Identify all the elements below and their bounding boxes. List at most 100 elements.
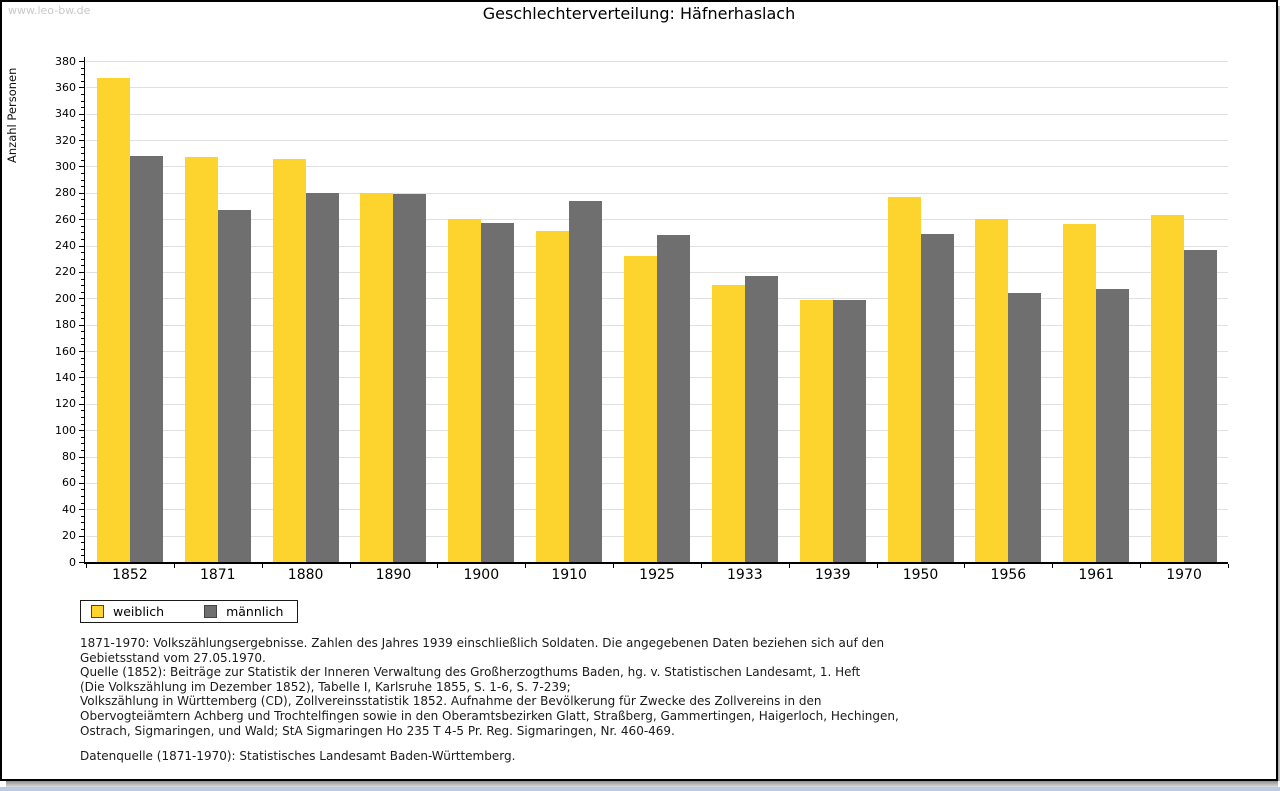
y-major-tick xyxy=(79,377,85,379)
y-major-tick xyxy=(79,509,85,511)
x-tick-label: 1950 xyxy=(902,567,939,583)
bar-männlich-1939 xyxy=(832,299,866,562)
y-major-tick xyxy=(79,535,85,537)
footnote-line: Gebietsstand vom 27.05.1970. xyxy=(80,650,266,665)
x-tick-label: 1910 xyxy=(551,567,587,583)
y-major-tick xyxy=(79,482,85,484)
datasource-line: Datenquelle (1871-1970): Statistisches L… xyxy=(80,749,516,764)
y-tick-label: 380 xyxy=(55,54,76,68)
y-major-tick xyxy=(79,430,85,432)
bar-weiblich-1933 xyxy=(711,285,745,562)
y-minor-tick xyxy=(81,364,85,366)
y-minor-tick xyxy=(81,80,85,82)
y-minor-tick xyxy=(81,206,85,208)
y-axis-label: Anzahl Personen xyxy=(5,67,19,164)
y-tick-label: 120 xyxy=(55,397,76,411)
footnote-line: Ostrach, Sigmaringen, und Wald; StA Sigm… xyxy=(80,723,675,738)
y-minor-tick xyxy=(81,344,85,346)
legend-entry-weiblich: weiblich xyxy=(91,604,164,619)
y-minor-tick xyxy=(81,252,85,254)
y-minor-tick xyxy=(81,370,85,372)
x-tick xyxy=(261,564,263,568)
legend: weiblich männlich xyxy=(80,600,299,623)
y-minor-tick xyxy=(81,463,85,465)
y-tick-label: 140 xyxy=(55,370,76,384)
bar-weiblich-1910 xyxy=(536,231,570,562)
gridline xyxy=(86,140,1228,142)
y-tick-label: 320 xyxy=(55,133,76,147)
y-tick-label: 300 xyxy=(55,159,76,173)
y-tick-label: 160 xyxy=(55,344,76,358)
y-minor-tick xyxy=(81,285,85,287)
y-minor-tick xyxy=(81,357,85,359)
x-tick-label: 1871 xyxy=(199,567,236,583)
y-tick-label: 60 xyxy=(62,476,76,490)
y-tick-label: 100 xyxy=(55,423,76,437)
gridline xyxy=(86,166,1228,168)
y-minor-tick xyxy=(81,100,85,102)
y-minor-tick xyxy=(81,548,85,550)
y-major-tick xyxy=(79,456,85,458)
y-minor-tick xyxy=(81,225,85,227)
x-tick xyxy=(1228,564,1229,568)
y-minor-tick xyxy=(81,93,85,95)
y-tick-label: 340 xyxy=(55,107,76,121)
y-minor-tick xyxy=(81,107,85,109)
y-minor-tick xyxy=(81,436,85,438)
y-minor-tick xyxy=(81,186,85,188)
footnote-line: Quelle (1852): Beiträge zur Statistik de… xyxy=(80,665,861,680)
x-tick-label: 1890 xyxy=(375,567,412,583)
y-minor-tick xyxy=(81,126,85,128)
y-minor-tick xyxy=(81,304,85,306)
y-minor-tick xyxy=(81,291,85,293)
y-tick-label: 260 xyxy=(55,212,76,226)
bar-weiblich-1961 xyxy=(1063,224,1097,562)
y-tick-label: 20 xyxy=(62,529,76,543)
legend-label: männlich xyxy=(226,604,284,619)
y-minor-tick xyxy=(81,390,85,392)
x-tick-label: 1880 xyxy=(287,567,324,583)
x-tick xyxy=(700,564,702,568)
bar-männlich-1880 xyxy=(305,192,339,562)
bar-männlich-1961 xyxy=(1096,289,1130,562)
bar-männlich-1933 xyxy=(744,275,778,562)
drop-shadow-bottom xyxy=(6,781,1278,787)
bar-männlich-1956 xyxy=(1008,293,1042,562)
x-tick-label: 1925 xyxy=(639,567,675,583)
bar-weiblich-1925 xyxy=(624,256,657,562)
x-tick-label: 1970 xyxy=(1166,567,1202,583)
footnote-line: 1871-1970: Volkszählungsergebnisse. Zahl… xyxy=(80,636,885,650)
y-minor-tick xyxy=(81,542,85,544)
y-minor-tick xyxy=(81,153,85,155)
bar-männlich-1890 xyxy=(393,194,427,562)
x-tick xyxy=(437,564,439,568)
y-tick-label: 360 xyxy=(55,80,76,94)
x-tick xyxy=(1140,564,1142,568)
bar-männlich-1950 xyxy=(920,233,954,562)
x-tick-label: 1900 xyxy=(463,567,500,583)
y-minor-tick xyxy=(81,410,85,412)
bar-männlich-1925 xyxy=(657,235,690,562)
y-minor-tick xyxy=(81,496,85,498)
y-major-tick xyxy=(79,113,85,115)
x-tick-label: 1961 xyxy=(1078,567,1115,583)
y-minor-tick xyxy=(81,173,85,175)
bar-männlich-1871 xyxy=(217,209,251,562)
y-major-tick xyxy=(79,324,85,326)
x-tick xyxy=(1052,564,1054,568)
bar-männlich-1910 xyxy=(569,200,603,562)
y-minor-tick xyxy=(81,318,85,320)
x-tick-label: 1956 xyxy=(990,567,1027,583)
y-major-tick xyxy=(79,562,85,563)
y-minor-tick xyxy=(81,159,85,161)
legend-swatch xyxy=(204,605,218,618)
x-tick xyxy=(964,564,966,568)
y-tick-label: 80 xyxy=(62,450,76,464)
y-minor-tick xyxy=(81,120,85,122)
y-tick-label: 240 xyxy=(55,239,76,253)
legend-label: weiblich xyxy=(113,604,165,619)
y-minor-tick xyxy=(81,397,85,399)
y-minor-tick xyxy=(81,311,85,313)
gridline xyxy=(86,192,1228,194)
y-major-tick xyxy=(79,403,85,405)
